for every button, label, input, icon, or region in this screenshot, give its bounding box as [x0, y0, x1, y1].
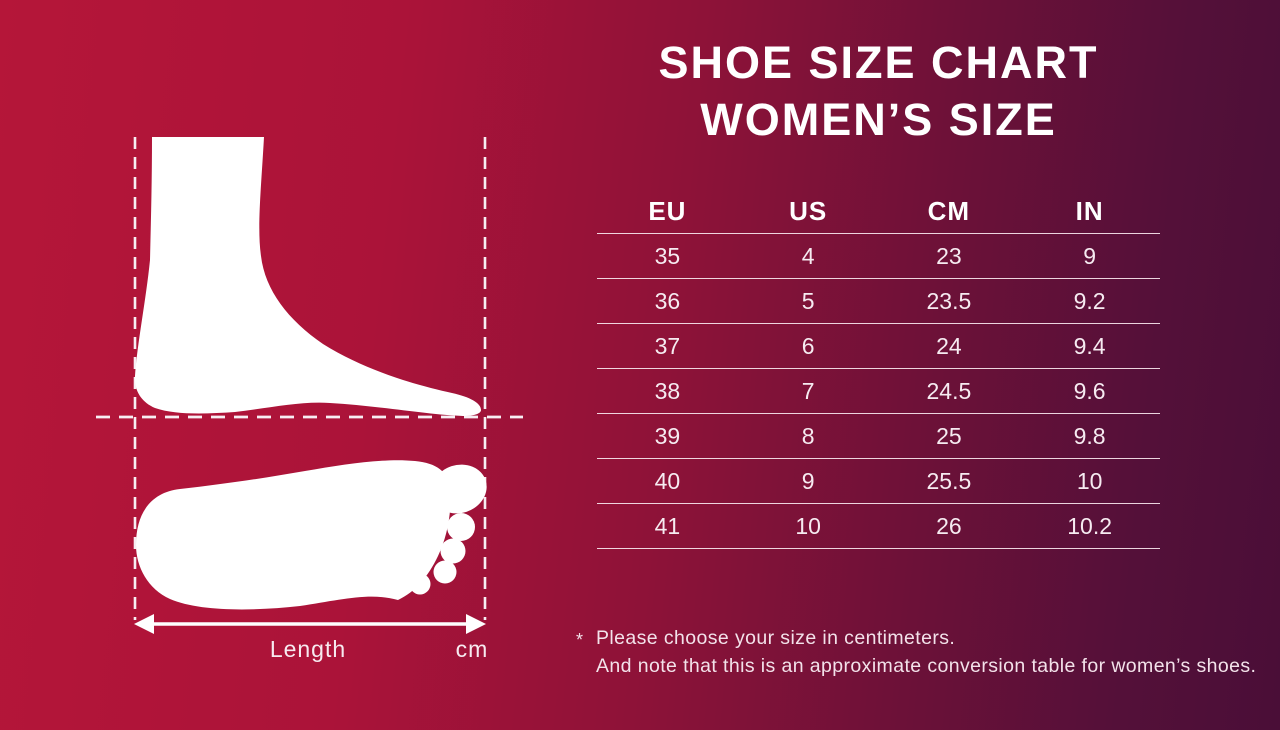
- table-cell: 7: [801, 377, 815, 404]
- unit-label: cm: [456, 636, 489, 662]
- title-line-1: SHOE SIZE CHART: [658, 37, 1099, 88]
- table-cell: 9: [1083, 242, 1097, 269]
- table-cell: 24: [936, 332, 962, 359]
- foot-measurement-diagram: Length cm: [96, 137, 523, 662]
- table-cell: 9.2: [1073, 287, 1106, 314]
- footnote: * Please choose your size in centimeters…: [576, 624, 1256, 680]
- foot-side-silhouette: [134, 137, 481, 416]
- title-line-2: WOMEN’S SIZE: [700, 94, 1057, 145]
- table-body: 35 4 23 9 36 5 23.5 9.2 37 6 24 9.4 38 7 24.5 9.6 39 8 25 9…: [597, 234, 1160, 549]
- table-cell: 9.8: [1073, 422, 1106, 449]
- table-cell: 38: [654, 377, 681, 404]
- table-cell: 9.6: [1073, 377, 1106, 404]
- table-cell: 4: [801, 242, 815, 269]
- toe-3: [440, 538, 466, 564]
- table-cell: 9.4: [1073, 332, 1106, 359]
- column-header-cm: CM: [927, 196, 971, 226]
- table-row: 37 6 24 9.4: [597, 324, 1160, 369]
- big-toe: [431, 464, 487, 514]
- table-row: 41 10 26 10.2: [597, 504, 1160, 549]
- toe-2: [447, 513, 475, 541]
- table-row: 38 7 24.5 9.6: [597, 369, 1160, 414]
- table-cell: 26: [936, 512, 962, 539]
- footnote-text: Please choose your size in centimeters. …: [596, 624, 1256, 680]
- footnote-asterisk: *: [576, 630, 584, 650]
- size-table: EU US CM IN 35 4 23 9 36 5 23.5 9.2 37 6 24 9.4 38 7 2…: [597, 190, 1160, 549]
- toe-5: [409, 573, 431, 595]
- table-cell: 37: [654, 332, 681, 359]
- length-label: Length: [270, 636, 346, 662]
- table-cell: 5: [801, 287, 815, 314]
- footprint-silhouette: [136, 460, 451, 610]
- column-header-in: IN: [1075, 196, 1104, 226]
- page-title: SHOE SIZE CHART WOMEN’S SIZE: [597, 34, 1160, 148]
- table-header-row: EU US CM IN: [597, 190, 1160, 234]
- table-cell: 40: [654, 467, 681, 494]
- column-header-eu: EU: [648, 196, 687, 226]
- length-arrow: [134, 614, 486, 634]
- table-cell: 35: [654, 242, 681, 269]
- table-cell: 23: [936, 242, 962, 269]
- table-cell: 6: [801, 332, 815, 359]
- table-cell: 36: [654, 287, 681, 314]
- toe-4: [433, 560, 457, 584]
- table-cell: 23.5: [926, 287, 972, 314]
- table-cell: 10: [1076, 467, 1103, 494]
- table-cell: 10.2: [1067, 512, 1112, 539]
- table-row: 39 8 25 9.8: [597, 414, 1160, 459]
- table-cell: 39: [654, 422, 681, 449]
- table-cell: 41: [654, 512, 681, 539]
- table-row: 35 4 23 9: [597, 234, 1160, 279]
- table-cell: 8: [801, 422, 815, 449]
- column-header-us: US: [789, 196, 828, 226]
- table-cell: 25.5: [926, 467, 972, 494]
- footnote-line-1: Please choose your size in centimeters.: [596, 627, 956, 649]
- table-cell: 10: [795, 512, 821, 539]
- table-cell: 24.5: [926, 377, 972, 404]
- table-row: 40 9 25.5 10: [597, 459, 1160, 504]
- table-row: 36 5 23.5 9.2: [597, 279, 1160, 324]
- footnote-line-2: And note that this is an approximate con…: [596, 655, 1257, 677]
- table-cell: 25: [936, 422, 962, 449]
- table-cell: 9: [801, 467, 815, 494]
